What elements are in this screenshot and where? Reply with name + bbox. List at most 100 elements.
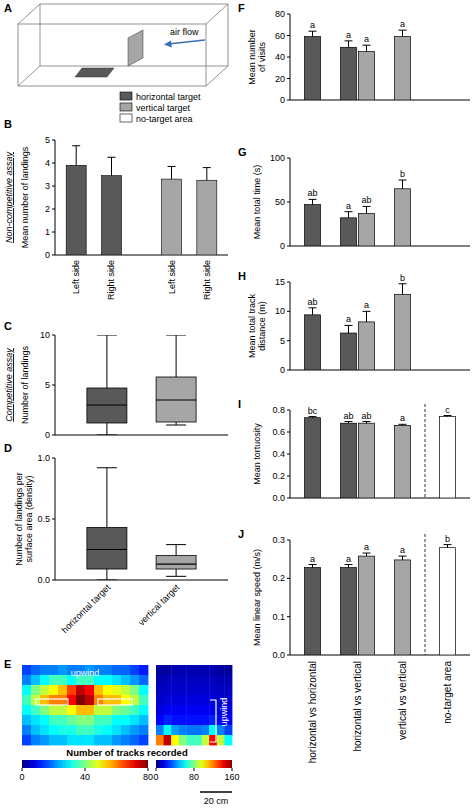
heat-cell (103, 725, 112, 735)
y-tick-label: 0 (45, 430, 50, 440)
y-tick (52, 435, 55, 436)
heat-cell (209, 665, 217, 675)
y-axis (290, 540, 291, 655)
heat-cell (76, 705, 85, 715)
heat-cell (171, 665, 179, 675)
y-tick (287, 454, 290, 455)
colorbar-tick-label: 40 (80, 772, 90, 782)
y-tick (52, 163, 55, 164)
bar (359, 322, 375, 370)
heat-cell (31, 725, 40, 735)
box-edge (40, 66, 228, 67)
y-tick-label: 0.8 (272, 405, 285, 415)
heat-cell (22, 695, 31, 705)
significance-letter: a (400, 413, 405, 423)
bar (395, 560, 411, 655)
panel-letter: H (238, 270, 246, 282)
y-tick-label: 0 (280, 365, 285, 375)
significance-letter: ab (307, 297, 317, 307)
heat-cell (130, 725, 139, 735)
x-tick-label: Right side (202, 260, 212, 300)
y-tick (287, 78, 290, 79)
vertical-target-shape (128, 30, 143, 66)
bar (395, 294, 411, 370)
colorbar-tick-label: 0 (153, 772, 158, 782)
x-tick-label: no-target area (442, 661, 453, 724)
axis-title: Mean total track (247, 293, 257, 358)
heat-cell (112, 705, 121, 715)
significance-letter: a (346, 554, 351, 564)
whisker-cap-high (97, 335, 117, 336)
colorbar-tick (148, 768, 149, 771)
heat-cell (94, 715, 103, 725)
colorbar-tick (156, 768, 157, 771)
heat-cell (58, 715, 67, 725)
heat-cell (40, 685, 49, 695)
y-tick (287, 578, 290, 579)
heat-cell (94, 725, 103, 735)
significance-letter: a (364, 542, 369, 552)
heat-cell (31, 665, 40, 675)
heat-cell (139, 705, 148, 715)
heat-cell (164, 675, 172, 685)
heat-cell (49, 695, 58, 705)
box (156, 556, 196, 569)
heat-cell (103, 675, 112, 685)
heat-cell (121, 685, 130, 695)
y-tick (287, 202, 290, 203)
heat-cell (186, 695, 194, 705)
box-edge (206, 4, 228, 24)
heat-cell (76, 735, 85, 745)
error-cap (309, 416, 317, 417)
y-tick (287, 655, 290, 656)
bar (359, 213, 375, 246)
y-tick-label: 0.3 (272, 535, 285, 545)
x-tick-label: horizontal vs vertical (352, 661, 363, 752)
panel-letter: A (4, 2, 12, 14)
airflow-arrow (168, 40, 205, 44)
heat-cell (171, 685, 179, 695)
y-tick-label: 5 (45, 135, 50, 145)
y-tick (52, 255, 55, 256)
y-tick-label: 0.2 (272, 471, 285, 481)
bar (395, 189, 411, 246)
error-bar (366, 45, 367, 51)
bar (341, 218, 357, 246)
y-tick (287, 370, 290, 371)
axis-title: Number of landings (20, 345, 30, 424)
significance-letter: b (400, 169, 405, 179)
heat-cell (130, 705, 139, 715)
heat-cell (94, 695, 103, 705)
scale-bar-label: 20 cm (204, 796, 229, 806)
panel-letter: J (238, 528, 244, 540)
heat-cell (22, 705, 31, 715)
heat-cell (209, 685, 217, 695)
y-tick-label: 100 (270, 153, 285, 163)
heat-cell (67, 735, 76, 745)
error-bar (366, 311, 367, 322)
error-bar (206, 168, 207, 181)
heat-cell (179, 705, 187, 715)
y-tick-label: 50 (275, 197, 285, 207)
y-tick (287, 14, 290, 15)
median (156, 399, 196, 400)
heat-cell (85, 685, 94, 695)
annotation: air flow (170, 27, 199, 37)
y-axis (55, 140, 56, 255)
heat-cell (49, 705, 58, 715)
heat-cell (31, 735, 40, 745)
error-cap (345, 421, 353, 422)
box-edge (206, 66, 228, 86)
error-cap (345, 211, 353, 212)
heatmap (22, 665, 148, 745)
heat-cell (94, 685, 103, 695)
panel-letter: E (4, 658, 11, 670)
error-cap (309, 564, 317, 565)
heat-cell (22, 675, 31, 685)
heat-cell (103, 685, 112, 695)
significance-letter: a (346, 201, 351, 211)
whisker-cap-low (97, 435, 117, 436)
y-tick (52, 385, 55, 386)
error-cap (399, 180, 407, 181)
y-tick-label: 2 (45, 204, 50, 214)
